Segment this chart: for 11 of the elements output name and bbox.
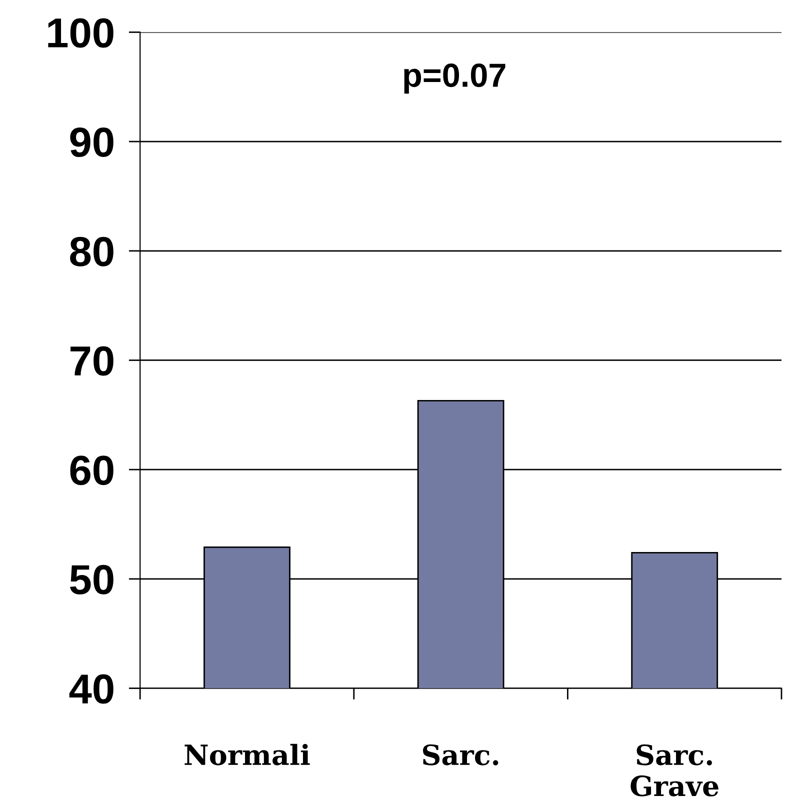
- y-tick-label: 50: [70, 564, 114, 594]
- x-tick-label: Sarc. Grave: [630, 744, 718, 796]
- y-tick-label: 40: [69, 674, 114, 704]
- x-tick-label: Sarc.: [422, 744, 498, 766]
- y-tick-label: 70: [70, 346, 114, 376]
- annotation: p=0.07: [404, 63, 506, 94]
- y-tick-label: 80: [70, 236, 114, 266]
- y-tick-label: 90: [70, 128, 114, 158]
- y-tick-label: 60: [70, 456, 114, 486]
- x-tick-label: Normali: [184, 744, 310, 766]
- y-tick-label: 100: [48, 18, 114, 48]
